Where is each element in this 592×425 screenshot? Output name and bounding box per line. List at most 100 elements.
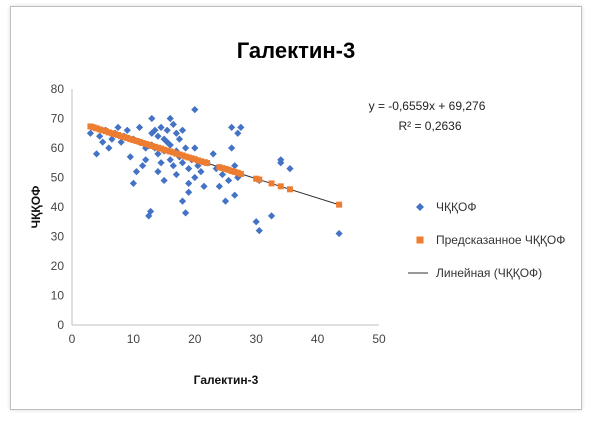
predicted-point: [108, 130, 115, 137]
predicted-point: [151, 143, 158, 150]
legend-marker-diamond: [416, 203, 424, 211]
r-squared-label: R² = 0,2636: [398, 119, 461, 133]
data-point: [169, 162, 177, 170]
data-point: [178, 126, 187, 134]
y-tick-label: 10: [51, 289, 65, 303]
data-point: [191, 106, 199, 114]
data-point: [181, 144, 190, 152]
predicted-point: [99, 127, 106, 134]
points-layer: [86, 106, 343, 238]
data-point: [160, 176, 168, 185]
data-point: [157, 159, 165, 167]
y-tick-label: 50: [51, 171, 65, 185]
predicted-point: [286, 186, 293, 193]
y-tick-label: 60: [51, 141, 65, 155]
predicted-point: [231, 168, 238, 175]
predicted-point: [256, 176, 263, 183]
predicted-point: [87, 123, 94, 130]
predicted-point: [234, 169, 241, 176]
predicted-point: [90, 124, 97, 131]
x-tick-label: 10: [127, 332, 141, 346]
predicted-point: [96, 126, 103, 133]
data-point: [267, 212, 276, 220]
predicted-point: [194, 157, 201, 164]
predicted-point: [93, 125, 100, 132]
data-point: [224, 176, 233, 185]
legend-marker-square: [416, 236, 424, 244]
trend-equation: y = -0,6559x + 69,276: [369, 99, 486, 113]
predicted-point: [142, 140, 149, 147]
predicted-point: [216, 164, 223, 171]
data-point: [175, 135, 184, 143]
data-point: [132, 168, 141, 176]
predicted-point: [176, 151, 183, 158]
y-tick-label: 30: [51, 230, 65, 244]
data-point: [185, 188, 193, 196]
predicted-point: [228, 168, 235, 175]
data-point: [172, 129, 180, 137]
x-tick-label: 0: [69, 332, 76, 346]
data-point: [135, 123, 144, 131]
legend-label: ЧҚҚОФ: [436, 200, 476, 214]
data-point: [142, 156, 150, 164]
x-tick-label: 30: [250, 332, 264, 346]
data-point: [178, 159, 187, 167]
predicted-point: [197, 158, 204, 165]
legend-label: Предсказанное ЧҚҚОФ: [436, 233, 565, 247]
legend: ЧҚҚОФ Предсказанное ЧҚҚОФ Линейная (ЧҚҚОФ): [408, 200, 565, 280]
y-tick-label: 0: [57, 318, 64, 332]
data-point: [96, 132, 104, 140]
predicted-point: [118, 133, 125, 140]
data-point: [108, 135, 116, 143]
legend-label: Линейная (ЧҚҚОФ): [436, 266, 542, 280]
data-point: [151, 126, 159, 134]
data-point: [157, 123, 165, 131]
predicted-point: [179, 152, 186, 159]
data-point: [277, 159, 285, 167]
data-point: [129, 179, 137, 187]
data-point: [146, 207, 155, 216]
data-point: [86, 129, 95, 137]
data-point: [126, 153, 134, 161]
predicted-point: [111, 131, 118, 138]
data-point: [114, 123, 122, 131]
predicted-point: [188, 155, 195, 162]
data-point: [200, 182, 208, 190]
data-point: [218, 170, 227, 179]
data-point: [185, 179, 193, 187]
data-point: [255, 227, 263, 235]
data-point: [169, 120, 177, 128]
predicted-point: [277, 183, 284, 190]
data-point: [228, 144, 236, 152]
x-tick-label: 20: [188, 332, 202, 346]
data-point: [286, 165, 294, 173]
predicted-point: [222, 165, 229, 172]
predicted-point: [115, 132, 122, 139]
predicted-point: [253, 175, 260, 182]
x-tick-label: 50: [372, 332, 386, 346]
data-point: [191, 173, 199, 182]
predicted-point: [182, 153, 189, 160]
data-point: [123, 126, 131, 134]
data-point: [178, 197, 187, 205]
y-axis-label: ЧҚҚОФ: [29, 186, 43, 229]
axes: 0 10 20 30 40 50 0 10 20 30 40 50 60 70 80: [51, 82, 386, 346]
chart-frame: [10, 6, 582, 410]
data-point: [237, 123, 245, 131]
predicted-point: [102, 128, 109, 135]
y-tick-label: 40: [51, 200, 65, 214]
data-point: [252, 218, 260, 226]
data-point: [148, 114, 156, 123]
predicted-point: [121, 134, 128, 141]
predicted-point: [133, 137, 140, 144]
predicted-point: [164, 147, 171, 154]
data-point: [166, 114, 174, 123]
data-point: [181, 209, 190, 217]
data-point: [154, 150, 162, 158]
predicted-point: [191, 156, 198, 163]
predicted-point: [201, 159, 208, 166]
y-tick-label: 20: [51, 259, 65, 273]
predicted-point: [161, 146, 168, 153]
data-point: [166, 141, 174, 149]
